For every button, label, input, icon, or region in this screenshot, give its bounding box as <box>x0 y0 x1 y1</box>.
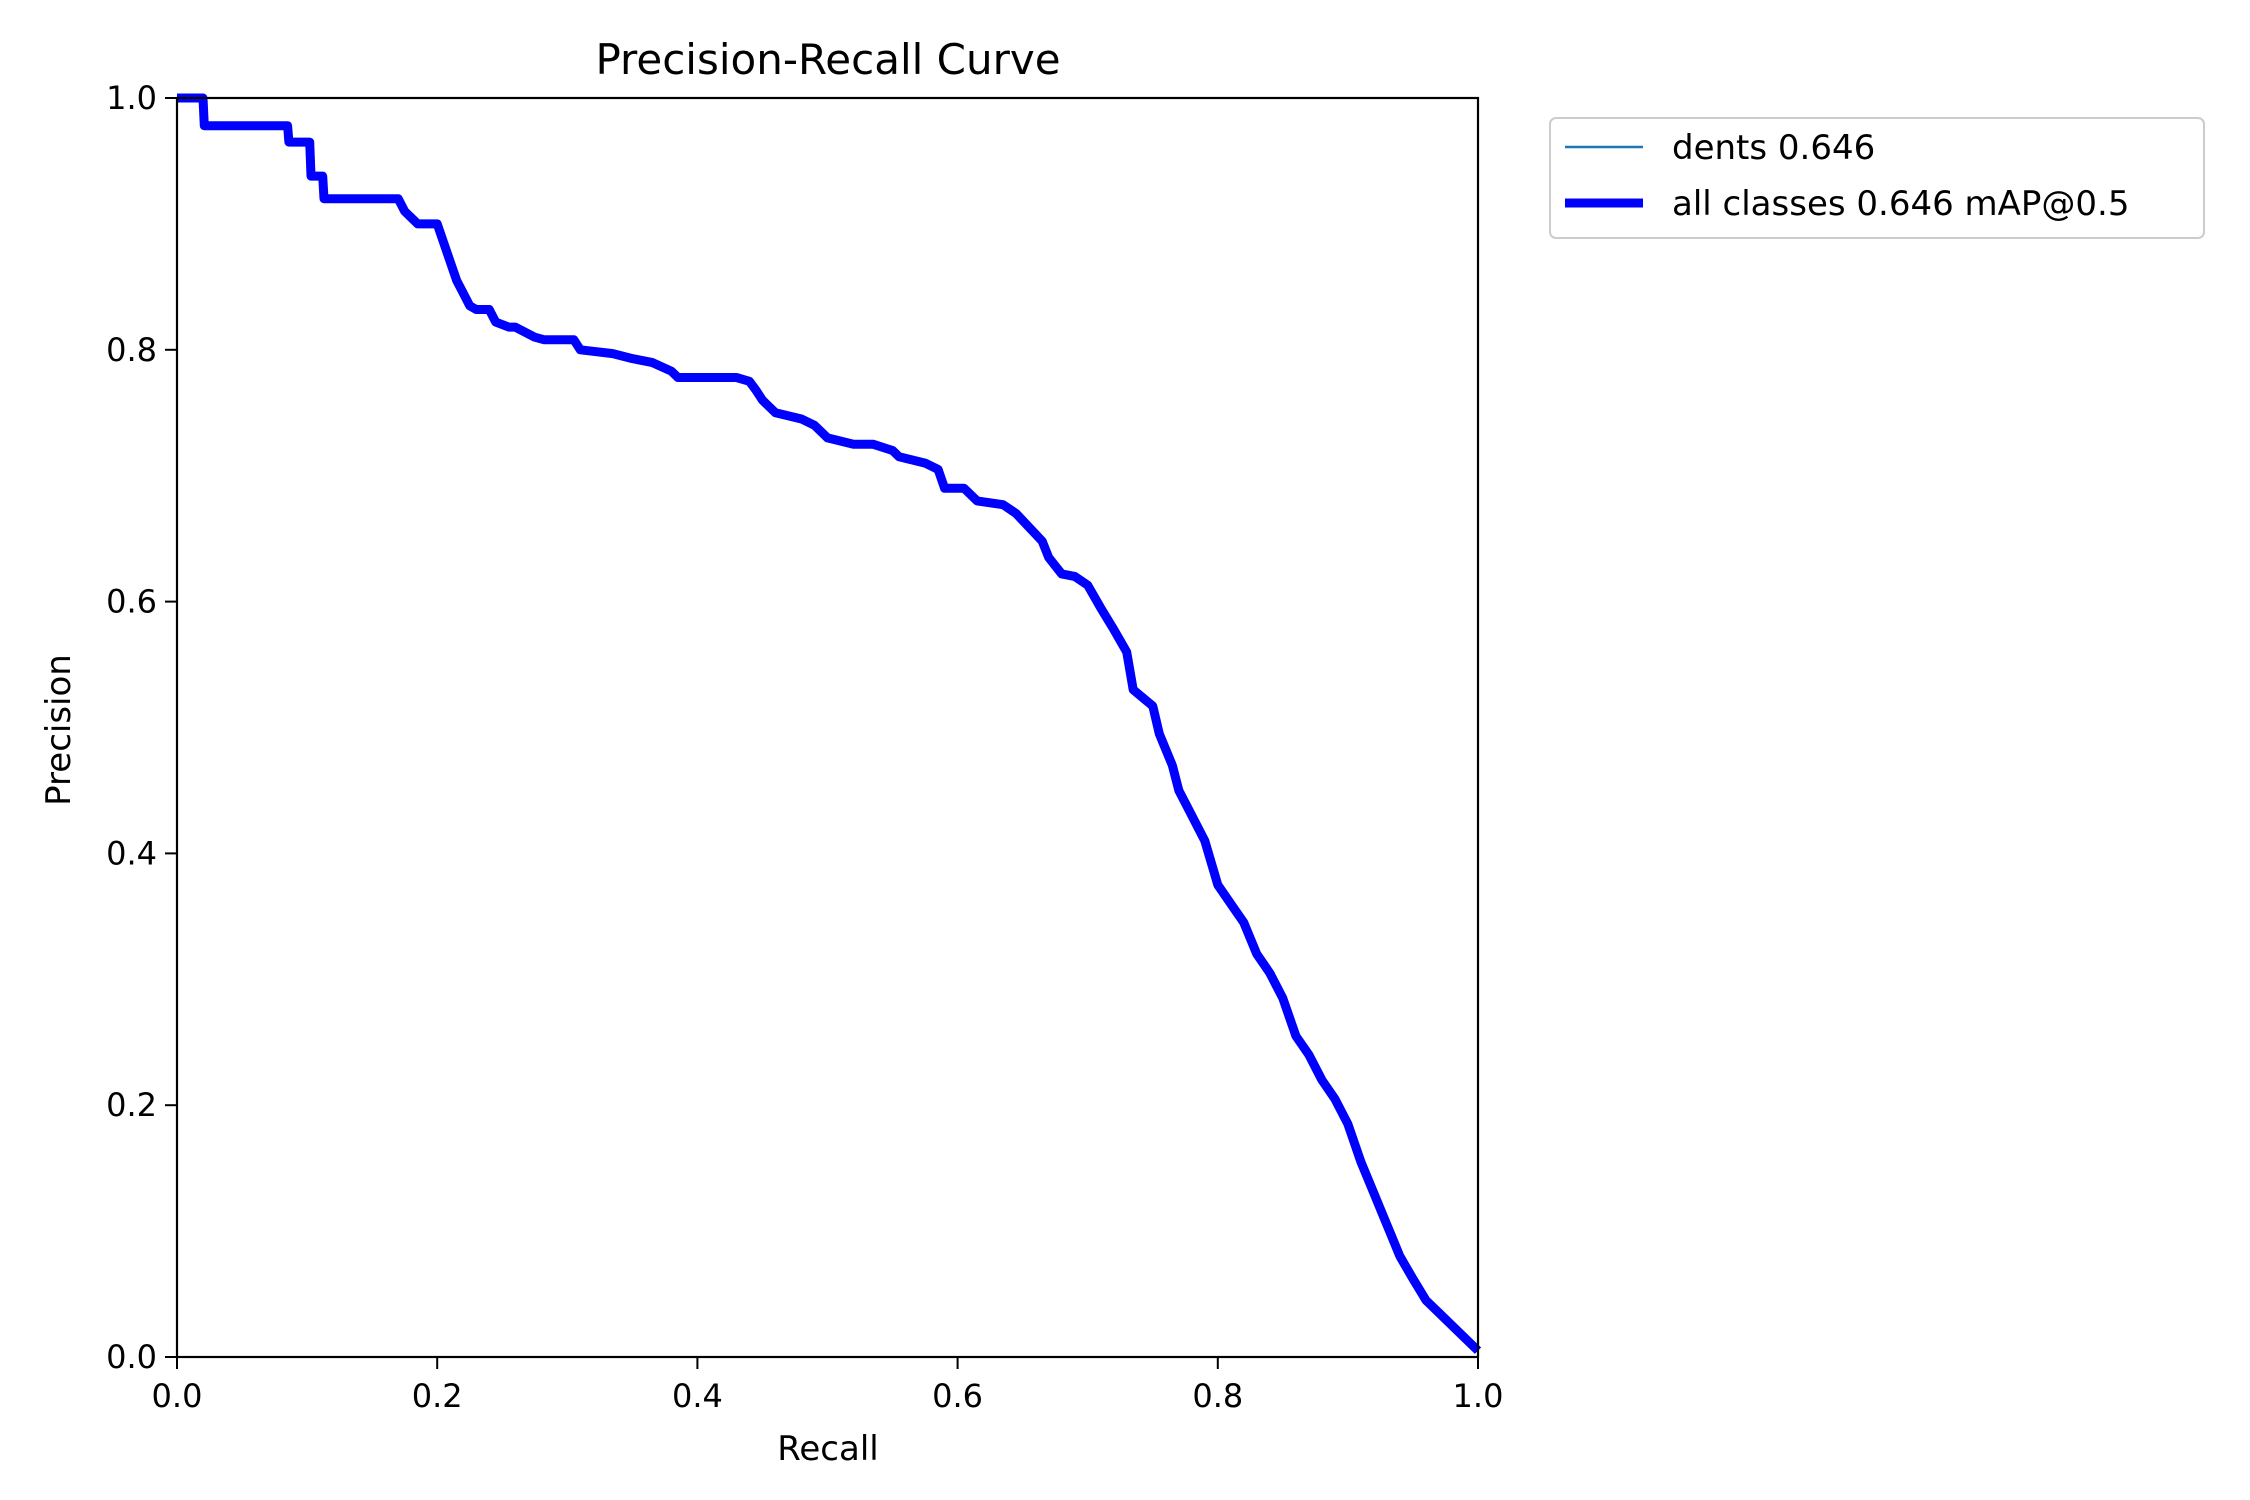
y-tick-label: 0.8 <box>106 331 157 369</box>
plot-frame <box>175 96 1480 1359</box>
y-tick-label: 0.6 <box>106 583 157 621</box>
series-line-all-classes <box>177 93 1482 1354</box>
plot-lines <box>177 93 1482 1354</box>
y-tick-label: 0.0 <box>106 1338 157 1376</box>
chart-title: Precision-Recall Curve <box>595 35 1060 84</box>
legend: dents 0.646 all classes 0.646 mAP@0.5 <box>1549 117 2205 239</box>
legend-frame <box>1549 117 2205 239</box>
legend-label-all-classes: all classes 0.646 mAP@0.5 <box>1672 184 2129 224</box>
x-tick-label: 0.0 <box>152 1377 203 1415</box>
x-axis-label: Recall <box>777 1429 878 1469</box>
x-tick-label: 0.6 <box>932 1377 983 1415</box>
y-tick-label: 0.4 <box>106 834 157 872</box>
x-tick-label: 0.4 <box>672 1377 723 1415</box>
x-tick-label: 0.2 <box>412 1377 463 1415</box>
legend-label-dents: dents 0.646 <box>1672 128 1875 168</box>
y-tick-label: 0.2 <box>106 1086 157 1124</box>
x-tick-label: 1.0 <box>1453 1377 1504 1415</box>
axis-ticks: 0.0 0.2 0.4 0.6 0.8 1.0 0.0 0.2 0.4 0.6 0.8 1.0 <box>106 79 1503 1415</box>
x-tick-label: 0.8 <box>1192 1377 1243 1415</box>
y-tick-label: 1.0 <box>106 79 157 117</box>
y-axis-label: Precision <box>39 654 79 806</box>
